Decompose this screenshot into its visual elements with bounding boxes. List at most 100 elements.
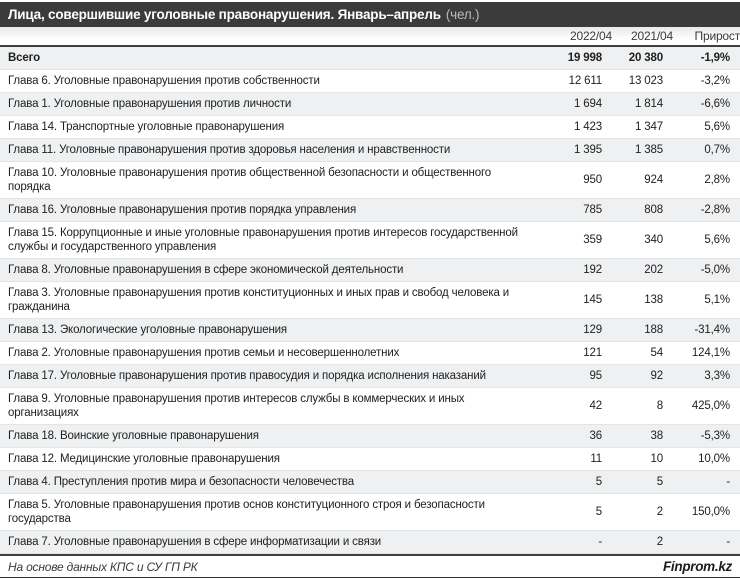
table-row: Глава 13. Экологические уголовные правон… bbox=[0, 319, 740, 342]
table-row: Глава 7. Уголовные правонарушения в сфер… bbox=[0, 531, 740, 554]
brand-logo-text: Finprom.kz bbox=[662, 559, 732, 574]
row-value-2022: 19 998 bbox=[567, 52, 602, 64]
table-row: Глава 6. Уголовные правонарушения против… bbox=[0, 70, 740, 93]
row-growth: 0,7% bbox=[704, 144, 730, 156]
row-label: Глава 5. Уголовные правонарушения против… bbox=[8, 499, 485, 525]
table-row: Глава 4. Преступления против мира и безо… bbox=[0, 471, 740, 494]
row-growth: -2,8% bbox=[700, 204, 730, 216]
row-growth: - bbox=[726, 476, 730, 488]
row-value-2021: 1 347 bbox=[634, 121, 663, 133]
table-column-header: 2022/04 2021/04 Прирост bbox=[0, 27, 740, 47]
row-value-2022: 5 bbox=[595, 506, 602, 518]
table-row: Глава 9. Уголовные правонарушения против… bbox=[0, 388, 740, 425]
row-label: Глава 7. Уголовные правонарушения в сфер… bbox=[8, 536, 382, 548]
row-value-2021: 188 bbox=[644, 324, 663, 336]
row-growth: -3,2% bbox=[700, 75, 730, 87]
row-label: Глава 1. Уголовные правонарушения против… bbox=[8, 98, 292, 110]
row-growth: 425,0% bbox=[691, 400, 730, 412]
column-header-growth: Прирост bbox=[694, 29, 740, 43]
row-value-2021: 2 bbox=[656, 536, 663, 548]
row-label: Глава 11. Уголовные правонарушения проти… bbox=[8, 144, 451, 156]
row-value-2021: 2 bbox=[656, 506, 663, 518]
row-value-2021: 20 380 bbox=[628, 52, 663, 64]
row-value-2022: 36 bbox=[589, 430, 603, 442]
table-row: Глава 18. Воинские уголовные правонаруше… bbox=[0, 425, 740, 448]
row-growth: 5,6% bbox=[704, 121, 730, 133]
row-label: Глава 3. Уголовные правонарушения против… bbox=[8, 287, 510, 313]
row-value-2021: 808 bbox=[644, 204, 663, 216]
row-growth: -31,4% bbox=[694, 324, 730, 336]
row-value-2021: 1 814 bbox=[634, 98, 663, 110]
page-title: Лица, совершившие уголовные правонарушен… bbox=[8, 7, 441, 22]
row-value-2022: 192 bbox=[583, 264, 602, 276]
row-value-2022: 950 bbox=[583, 174, 602, 186]
row-growth: -5,3% bbox=[700, 430, 730, 442]
row-growth: 10,0% bbox=[698, 453, 730, 465]
row-value-2022: 5 bbox=[595, 476, 602, 488]
table-row: Глава 17. Уголовные правонарушения проти… bbox=[0, 365, 740, 388]
row-value-2022: 145 bbox=[583, 294, 602, 306]
table-row: Глава 1. Уголовные правонарушения против… bbox=[0, 93, 740, 116]
row-growth: 2,8% bbox=[704, 174, 730, 186]
row-value-2021: 202 bbox=[644, 264, 663, 276]
table-rows: Всего 19 998 20 380 -1,9% Глава 6. Уголо… bbox=[0, 47, 740, 554]
row-value-2022: 95 bbox=[589, 370, 603, 382]
column-header-2022: 2022/04 bbox=[570, 29, 612, 43]
table-row: Глава 10. Уголовные правонарушения проти… bbox=[0, 162, 740, 199]
row-label: Глава 10. Уголовные правонарушения проти… bbox=[8, 167, 492, 193]
table-row: Всего 19 998 20 380 -1,9% bbox=[0, 47, 740, 70]
row-value-2021: 340 bbox=[644, 234, 663, 246]
row-growth: -5,0% bbox=[700, 264, 730, 276]
row-label: Глава 9. Уголовные правонарушения против… bbox=[8, 393, 465, 419]
row-value-2021: 54 bbox=[650, 347, 664, 359]
table-row: Глава 16. Уголовные правонарушения проти… bbox=[0, 199, 740, 222]
table-row: Глава 2. Уголовные правонарушения против… bbox=[0, 342, 740, 365]
table-row: Глава 3. Уголовные правонарушения против… bbox=[0, 282, 740, 319]
row-value-2021: 10 bbox=[650, 453, 664, 465]
row-growth: - bbox=[726, 536, 730, 548]
row-value-2022: 12 611 bbox=[568, 75, 603, 87]
column-header-2021: 2021/04 bbox=[631, 29, 673, 43]
row-growth: -1,9% bbox=[700, 52, 730, 64]
title-bar: Лица, совершившие уголовные правонарушен… bbox=[0, 2, 740, 27]
row-value-2021: 5 bbox=[656, 476, 663, 488]
row-value-2022: 1 423 bbox=[573, 121, 602, 133]
row-value-2022: 121 bbox=[583, 347, 602, 359]
row-value-2021: 92 bbox=[650, 370, 664, 382]
row-value-2022: 11 bbox=[590, 453, 602, 465]
row-growth: 5,1% bbox=[704, 294, 730, 306]
row-value-2021: 38 bbox=[650, 430, 664, 442]
footer: На основе данных КПС и СУ ГП РК Finprom.… bbox=[0, 554, 740, 577]
row-value-2021: 924 bbox=[644, 174, 663, 186]
row-label: Глава 12. Медицинские уголовные правонар… bbox=[8, 453, 280, 465]
table-row: Глава 14. Транспортные уголовные правона… bbox=[0, 116, 740, 139]
row-label: Глава 16. Уголовные правонарушения проти… bbox=[8, 204, 357, 216]
row-value-2021: 8 bbox=[656, 400, 663, 412]
row-label: Глава 8. Уголовные правонарушения в сфер… bbox=[8, 264, 404, 276]
row-value-2021: 1 385 bbox=[634, 144, 663, 156]
row-label: Глава 6. Уголовные правонарушения против… bbox=[8, 75, 320, 87]
row-label: Глава 2. Уголовные правонарушения против… bbox=[8, 347, 400, 359]
row-value-2021: 13 023 bbox=[628, 75, 663, 87]
row-value-2022: 1 694 bbox=[573, 98, 602, 110]
row-label: Глава 17. Уголовные правонарушения проти… bbox=[8, 370, 486, 382]
row-value-2021: 138 bbox=[644, 294, 663, 306]
data-source-note: На основе данных КПС и СУ ГП РК bbox=[8, 559, 198, 574]
row-growth: 150,0% bbox=[691, 506, 730, 518]
row-value-2022: - bbox=[598, 536, 602, 548]
row-value-2022: 359 bbox=[583, 234, 602, 246]
table-row: Глава 11. Уголовные правонарушения проти… bbox=[0, 139, 740, 162]
row-label: Всего bbox=[8, 52, 41, 64]
row-label: Глава 13. Экологические уголовные правон… bbox=[8, 324, 288, 336]
row-label: Глава 4. Преступления против мира и безо… bbox=[8, 476, 354, 488]
row-value-2022: 1 395 bbox=[573, 144, 602, 156]
row-growth: 3,3% bbox=[704, 370, 730, 382]
table-row: Глава 15. Коррупционные и иные уголовные… bbox=[0, 222, 740, 259]
row-value-2022: 129 bbox=[583, 324, 602, 336]
row-label: Глава 14. Транспортные уголовные правона… bbox=[8, 121, 285, 133]
row-label: Глава 15. Коррупционные и иные уголовные… bbox=[8, 227, 518, 253]
table-row: Глава 12. Медицинские уголовные правонар… bbox=[0, 448, 740, 471]
title-unit: (чел.) bbox=[445, 7, 480, 22]
table-row: Глава 8. Уголовные правонарушения в сфер… bbox=[0, 259, 740, 282]
